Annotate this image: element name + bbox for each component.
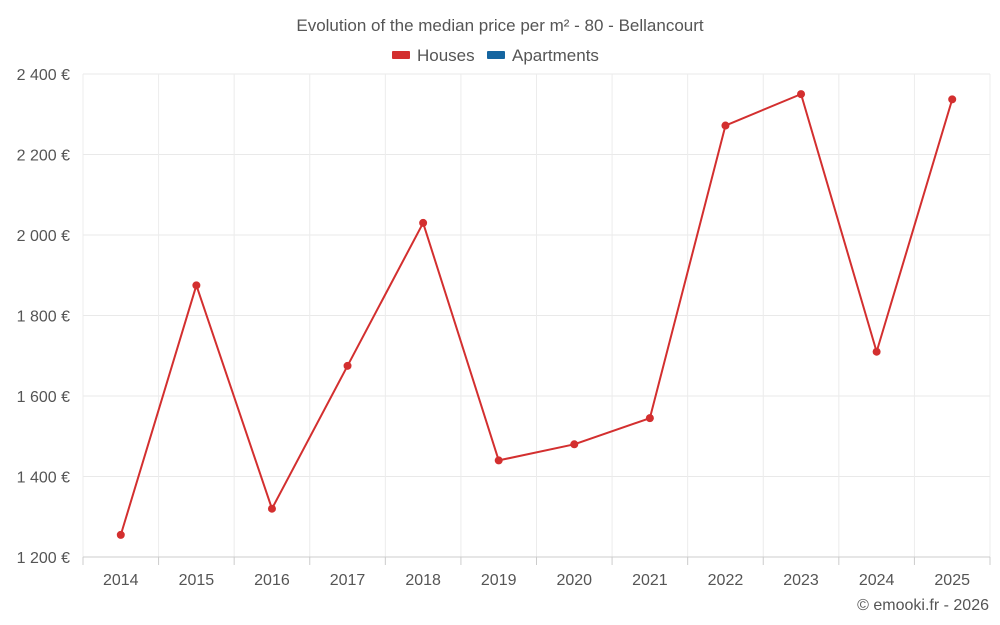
data-point-houses[interactable]: [948, 95, 957, 104]
legend-swatch-apartments: [487, 51, 505, 59]
x-tick-label: 2021: [632, 572, 668, 589]
legend-item-houses[interactable]: Houses: [392, 46, 475, 65]
legend-label-houses: Houses: [417, 46, 475, 65]
legend-label-apartments: Apartments: [512, 46, 599, 65]
data-point-houses[interactable]: [570, 440, 579, 449]
data-point-houses[interactable]: [645, 414, 654, 423]
y-tick-label: 1 600 €: [17, 389, 70, 406]
legend-swatch-houses: [392, 51, 410, 59]
data-point-houses[interactable]: [116, 530, 125, 539]
x-tick-label: 2018: [405, 572, 441, 589]
chart-title: Evolution of the median price per m² - 8…: [296, 16, 704, 35]
x-tick-label: 2019: [481, 572, 517, 589]
copyright-text: © emooki.fr - 2026: [857, 597, 989, 614]
grid: [82, 73, 991, 557]
x-tick-label: 2025: [934, 572, 970, 589]
legend: Houses Apartments: [392, 46, 599, 65]
data-point-houses[interactable]: [343, 361, 352, 370]
data-point-houses[interactable]: [494, 456, 503, 465]
data-point-houses[interactable]: [419, 218, 428, 227]
x-tick-label: 2020: [556, 572, 592, 589]
x-tick-label: 2023: [783, 572, 819, 589]
x-tick-label: 2015: [179, 572, 215, 589]
data-point-houses[interactable]: [872, 347, 881, 356]
data-point-houses[interactable]: [721, 121, 730, 130]
y-tick-label: 2 200 €: [17, 148, 70, 165]
y-tick-label: 2 400 €: [17, 67, 70, 84]
x-tick-label: 2014: [103, 572, 139, 589]
data-point-houses[interactable]: [192, 281, 201, 290]
x-tick-label: 2016: [254, 572, 290, 589]
axes: 1 200 € 1 400 € 1 600 € 1 800 € 2 000 € 2 200…: [17, 67, 991, 589]
y-tick-label: 2 000 €: [17, 228, 70, 245]
y-tick-label: 1 400 €: [17, 470, 70, 487]
data-point-houses[interactable]: [267, 504, 276, 513]
data-point-houses[interactable]: [797, 90, 806, 99]
legend-item-apartments[interactable]: Apartments: [487, 46, 599, 65]
y-tick-label: 1 800 €: [17, 309, 70, 326]
x-tick-label: 2022: [708, 572, 744, 589]
y-tick-label: 1 200 €: [17, 550, 70, 567]
x-tick-label: 2024: [859, 572, 895, 589]
x-tick-label: 2017: [330, 572, 366, 589]
series-line-houses: [119, 93, 954, 536]
series: [116, 90, 957, 539]
